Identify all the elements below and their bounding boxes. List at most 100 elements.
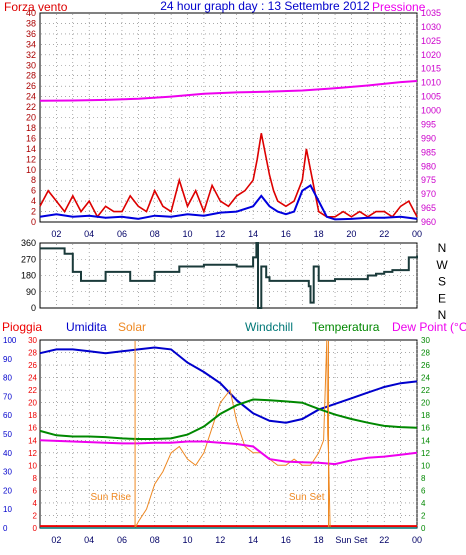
bottom-x-tick: 10 <box>183 535 193 545</box>
compass-label: N <box>438 241 447 255</box>
top-x-tick: 00 <box>412 229 422 239</box>
bottom-plot-area <box>39 339 418 529</box>
temperature-label: Temperatura <box>312 320 380 334</box>
bottom-x-tick: 18 <box>314 535 324 545</box>
top-x-tick: 18 <box>314 229 324 239</box>
temperature-line <box>39 398 418 440</box>
pressure-axis-tick: 1020 <box>421 50 441 60</box>
pressure-axis-tick: 975 <box>421 175 436 185</box>
rain-axis-tick: 10 <box>28 461 37 470</box>
wind-axis-tick: 2 <box>31 207 36 217</box>
wind-axis-tick: 0 <box>31 217 36 227</box>
humidity-axis-tick: 10 <box>3 505 12 514</box>
humidity-axis-tick: 60 <box>3 411 12 420</box>
wind-direction-line <box>40 242 418 309</box>
pressure-axis-tick: 1015 <box>421 64 441 74</box>
pressure-axis-tick: 970 <box>421 189 436 199</box>
temperature-axis-tick: 10 <box>421 461 430 470</box>
pressure-axis-tick: 985 <box>421 147 436 157</box>
direction-axis-tick: 90 <box>26 287 36 297</box>
wind-axis-tick: 18 <box>26 123 36 133</box>
temperature-axis-tick: 2 <box>421 511 426 520</box>
graph-title: 24 hour graph day : 13 Settembre 2012 <box>160 0 370 13</box>
pressure-axis-tick: 990 <box>421 133 436 143</box>
humidity-axis-tick: 0 <box>3 524 8 533</box>
humidity-axis-tick: 40 <box>3 449 12 458</box>
temperature-axis-tick: 22 <box>421 386 430 395</box>
pressure-axis-tick: 995 <box>421 119 436 129</box>
pressure-axis-tick: 965 <box>421 203 436 213</box>
wind-axis-tick: 40 <box>26 8 36 18</box>
pressure-axis-tick: 1005 <box>421 92 441 102</box>
direction-axis-tick: 360 <box>21 238 36 248</box>
temperature-axis-tick: 0 <box>421 524 426 533</box>
bottom-x-tick: Sun Set <box>335 535 368 545</box>
humidity-axis-tick: 90 <box>3 355 12 364</box>
temperature-axis-tick: 24 <box>421 374 430 383</box>
pressure-title: Pressione <box>372 0 426 14</box>
pressure-axis-tick: 960 <box>421 217 436 227</box>
wind-axis-tick: 30 <box>26 60 36 70</box>
compass-label: E <box>438 291 446 305</box>
wind-axis-tick: 38 <box>26 18 36 28</box>
top-plot-area <box>39 12 418 223</box>
temperature-humidity-panel <box>39 339 418 529</box>
pressure-axis-tick: 1030 <box>421 22 441 32</box>
wind-axis-tick: 32 <box>26 50 36 60</box>
rain-axis-tick: 18 <box>28 411 37 420</box>
solar-label: Solar <box>118 320 146 334</box>
solar-line <box>40 339 417 529</box>
top-x-tick: 14 <box>248 229 258 239</box>
rain-axis-tick: 12 <box>28 449 37 458</box>
temperature-axis-tick: 28 <box>421 349 430 358</box>
top-x-tick: 12 <box>215 229 225 239</box>
wind-average-line <box>39 183 418 221</box>
wind-axis-tick: 34 <box>26 39 36 49</box>
compass-label: N <box>438 308 447 322</box>
wind-title: Forza vento <box>4 0 68 14</box>
top-x-tick: 02 <box>51 229 61 239</box>
rain-axis-tick: 24 <box>28 374 37 383</box>
humidity-label: Umidita <box>66 320 107 334</box>
rain-axis-tick: 30 <box>28 336 37 345</box>
temperature-axis-tick: 18 <box>421 411 430 420</box>
bottom-x-tick: 16 <box>281 535 291 545</box>
dewpoint-label: Dew Point (°C) <box>392 320 466 334</box>
wind-axis-tick: 28 <box>26 71 36 81</box>
pressure-axis-tick: 1035 <box>421 8 441 18</box>
bottom-x-tick: 04 <box>84 535 94 545</box>
wind-axis-tick: 12 <box>26 154 36 164</box>
wind-speed-line <box>39 133 418 219</box>
humidity-axis-tick: 100 <box>3 336 17 345</box>
rain-axis-tick: 26 <box>28 361 37 370</box>
temperature-axis-tick: 30 <box>421 336 430 345</box>
bottom-x-tick: 02 <box>51 535 61 545</box>
top-x-tick: 16 <box>281 229 291 239</box>
dewpoint-line <box>39 439 418 466</box>
humidity-axis-tick: 50 <box>3 430 12 439</box>
temperature-axis-tick: 4 <box>421 499 426 508</box>
wind-direction-panel <box>39 242 418 309</box>
humidity-axis-tick: 70 <box>3 392 12 401</box>
windchill-label: Windchill <box>245 320 293 334</box>
compass-label: W <box>436 258 448 272</box>
sunrise-label: Sun Rise <box>90 492 131 503</box>
temperature-axis-tick: 26 <box>421 361 430 370</box>
wind-axis-tick: 6 <box>31 186 36 196</box>
pressure-line <box>39 80 418 102</box>
wind-pressure-panel <box>39 12 418 223</box>
temperature-axis-tick: 6 <box>421 486 426 495</box>
wind-axis-tick: 20 <box>26 113 36 123</box>
sunset-label: Sun Set <box>289 492 325 503</box>
rain-axis-tick: 22 <box>28 386 37 395</box>
top-x-tick: 08 <box>150 229 160 239</box>
temperature-axis-tick: 12 <box>421 449 430 458</box>
wind-axis-tick: 14 <box>26 144 36 154</box>
humidity-axis-tick: 80 <box>3 374 12 383</box>
bottom-x-tick: 14 <box>248 535 258 545</box>
direction-axis-tick: 270 <box>21 254 36 264</box>
wind-axis-tick: 10 <box>26 165 36 175</box>
wind-axis-tick: 4 <box>31 196 36 206</box>
pressure-axis-tick: 1010 <box>421 78 441 88</box>
